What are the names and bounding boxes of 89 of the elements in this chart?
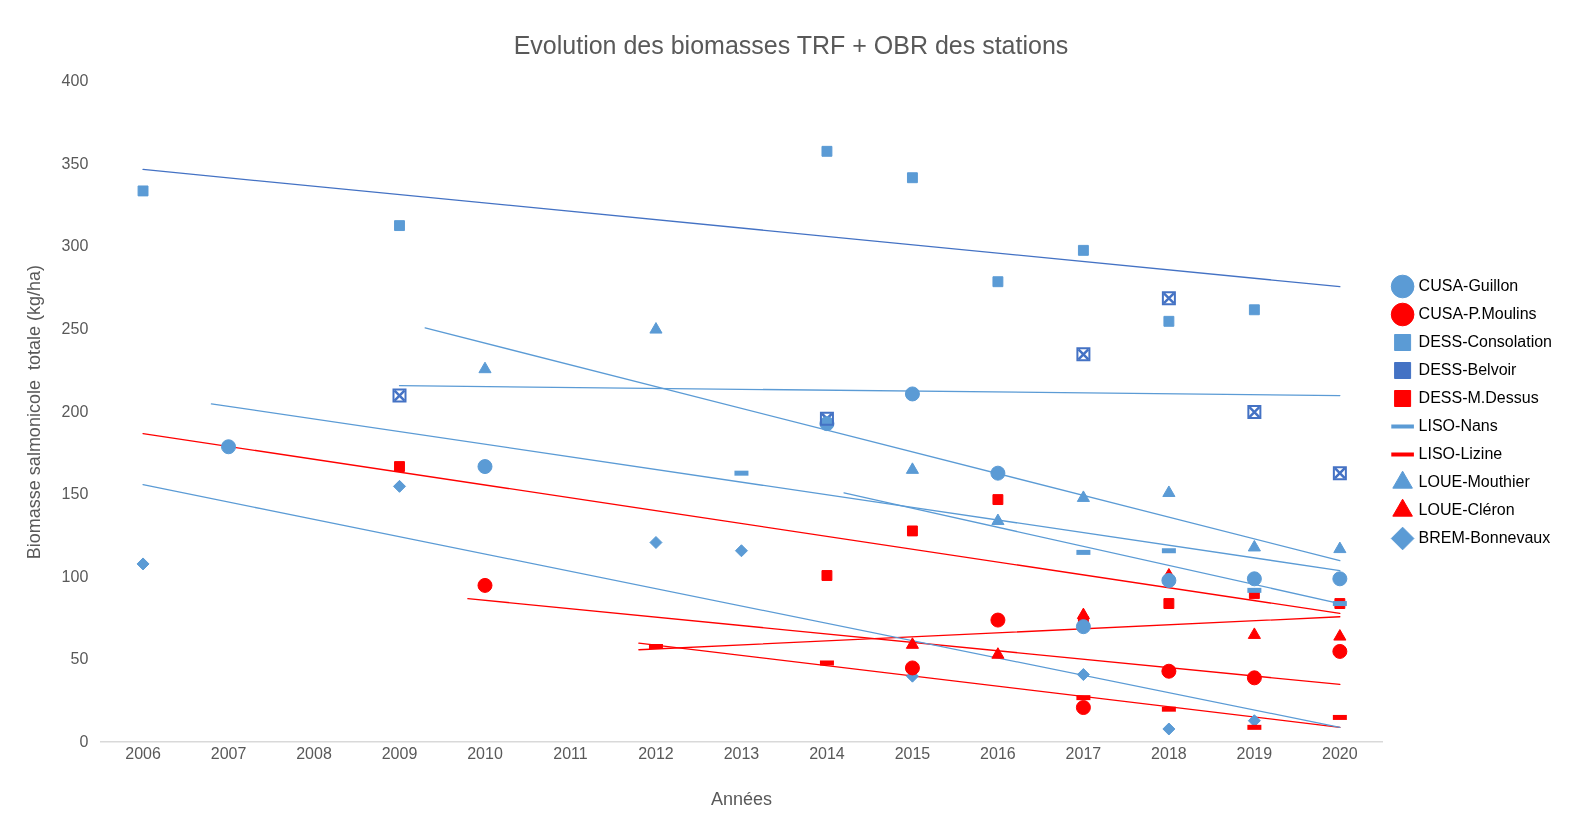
point bbox=[991, 513, 1005, 526]
x-tick-label: 2011 bbox=[553, 745, 588, 763]
point bbox=[1161, 663, 1177, 679]
point bbox=[137, 185, 149, 197]
legend-label: LISO-Lizine bbox=[1418, 444, 1503, 462]
point bbox=[990, 612, 1006, 628]
point bbox=[1248, 304, 1260, 316]
x-tick-label: 2007 bbox=[210, 745, 247, 763]
legend-label: DESS-Belvoir bbox=[1418, 360, 1518, 378]
point bbox=[649, 535, 663, 549]
point bbox=[221, 439, 237, 455]
y-tick-label: 250 bbox=[61, 319, 89, 337]
point bbox=[992, 276, 1004, 288]
point bbox=[394, 461, 405, 473]
x-tick-label: 2015 bbox=[894, 745, 931, 763]
y-tick-label: 0 bbox=[79, 732, 89, 750]
legend-label: DESS-M.Dessus bbox=[1418, 388, 1539, 406]
point bbox=[394, 220, 405, 232]
x-tick-label: 2012 bbox=[638, 745, 674, 763]
point bbox=[991, 647, 1005, 659]
point bbox=[819, 411, 834, 426]
point bbox=[477, 459, 493, 475]
point bbox=[1247, 405, 1262, 420]
point bbox=[1075, 619, 1091, 635]
y-tick-label: 350 bbox=[61, 154, 89, 172]
y-tick-label: 100 bbox=[61, 567, 89, 585]
legend-label: DESS-Consolation bbox=[1418, 332, 1553, 350]
x-tick-label: 2008 bbox=[296, 745, 332, 763]
point bbox=[1246, 670, 1262, 686]
point bbox=[1076, 490, 1090, 502]
point bbox=[477, 577, 493, 593]
point bbox=[136, 557, 150, 571]
point bbox=[393, 479, 406, 493]
point bbox=[1163, 598, 1175, 610]
point bbox=[990, 465, 1006, 481]
x-tick-label: 2013 bbox=[723, 745, 760, 763]
point bbox=[478, 361, 492, 374]
x-tick-label: 2017 bbox=[1065, 745, 1102, 763]
point bbox=[905, 637, 919, 649]
point bbox=[1332, 571, 1348, 587]
point bbox=[1162, 485, 1176, 497]
point bbox=[992, 494, 1004, 506]
point bbox=[1333, 629, 1347, 641]
point bbox=[821, 145, 833, 157]
x-tick-label: 2018 bbox=[1151, 745, 1187, 763]
x-axis-title: Années bbox=[710, 789, 772, 810]
point bbox=[905, 462, 919, 474]
point bbox=[906, 525, 918, 537]
point bbox=[1163, 315, 1175, 327]
x-tick-label: 2014 bbox=[809, 745, 845, 763]
point bbox=[1162, 722, 1176, 736]
y-tick-label: 50 bbox=[70, 650, 89, 668]
point bbox=[1075, 700, 1091, 716]
x-tick-label: 2006 bbox=[125, 745, 161, 763]
point bbox=[1161, 291, 1176, 306]
point bbox=[1076, 347, 1091, 362]
point bbox=[1161, 572, 1177, 588]
chart-title: Evolution des biomasses TRF + OBR des stations bbox=[513, 30, 1069, 59]
point bbox=[1333, 541, 1347, 554]
point bbox=[649, 322, 663, 334]
x-tick-label: 2020 bbox=[1322, 745, 1358, 763]
y-tick-label: 200 bbox=[61, 402, 89, 420]
y-tick-label: 150 bbox=[61, 485, 89, 503]
x-tick-label: 2019 bbox=[1236, 745, 1273, 763]
y-tick-label: 400 bbox=[61, 72, 89, 90]
point bbox=[1332, 466, 1347, 481]
legend-label: CUSA-Guillon bbox=[1418, 276, 1519, 294]
point bbox=[1332, 643, 1348, 659]
legend-label: LISO-Nans bbox=[1418, 416, 1498, 434]
point bbox=[734, 544, 748, 558]
point bbox=[1077, 244, 1089, 256]
point bbox=[821, 570, 833, 581]
x-tick-label: 2010 bbox=[467, 745, 503, 763]
legend-label: LOUE-Cléron bbox=[1418, 500, 1515, 518]
x-tick-label: 2016 bbox=[980, 745, 1016, 763]
legend-label: CUSA-P.Moulins bbox=[1418, 304, 1537, 322]
legend-label: LOUE-Mouthier bbox=[1418, 472, 1531, 490]
legend-label: BREM-Bonnevaux bbox=[1418, 528, 1551, 546]
point bbox=[906, 172, 918, 184]
x-tick-label: 2009 bbox=[381, 745, 418, 763]
point bbox=[1076, 668, 1090, 682]
point bbox=[1247, 627, 1261, 639]
y-tick-label: 300 bbox=[61, 237, 89, 255]
point bbox=[904, 660, 920, 676]
point bbox=[1247, 539, 1261, 552]
point bbox=[392, 388, 407, 403]
point bbox=[1246, 571, 1262, 587]
y-axis-title: Biomasse salmonicole totale (kg/ha) bbox=[23, 265, 44, 560]
point bbox=[904, 386, 920, 402]
